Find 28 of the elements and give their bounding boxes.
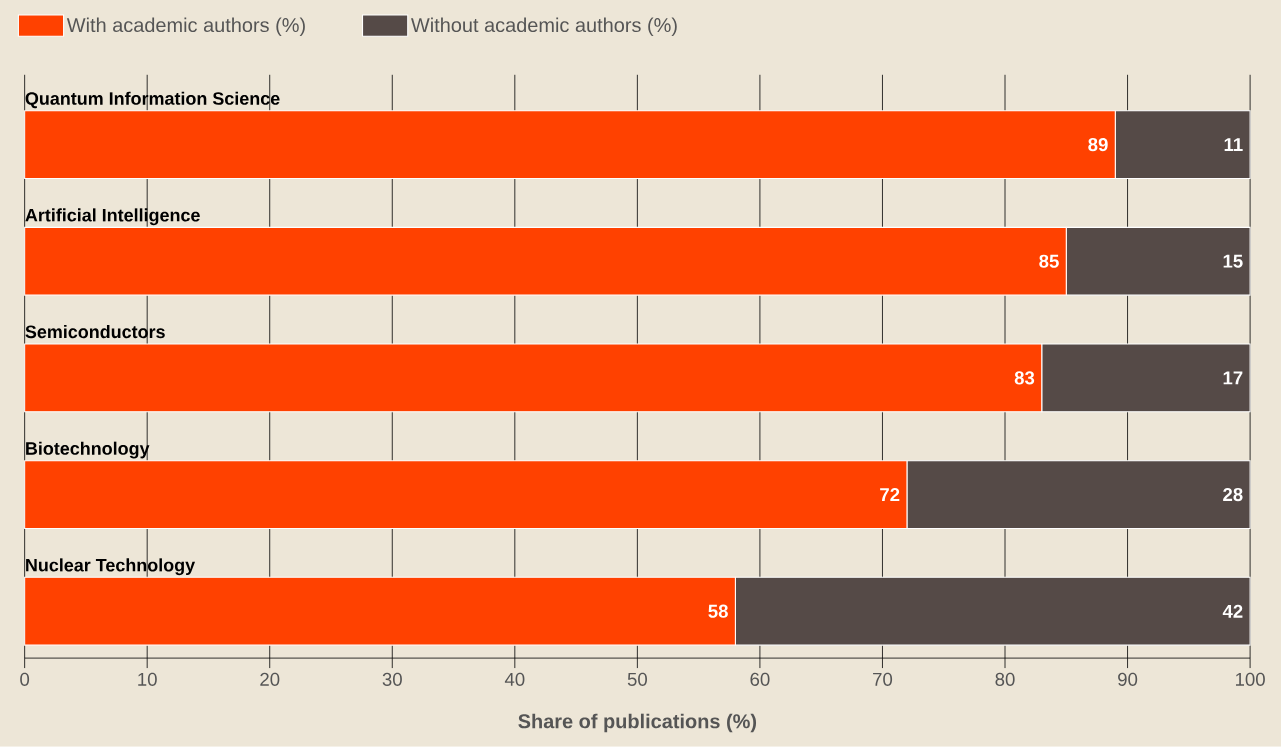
data-label: 11 <box>1224 138 1243 152</box>
y-tick-label: Biotechnology <box>26 441 150 459</box>
legend-label: Without academic authors (%) <box>411 17 677 37</box>
x-axis-title: Share of publications (%) <box>518 713 757 733</box>
x-tick-label: 60 <box>750 672 770 687</box>
x-tick-label: 100 <box>1235 672 1265 687</box>
y-tick-label: Artificial Intelligence <box>25 208 200 226</box>
x-tick-label: 90 <box>1118 672 1138 687</box>
y-tick-label: Semiconductors <box>25 325 165 339</box>
x-tick-label: 40 <box>504 672 525 687</box>
data-label: 89 <box>1088 138 1108 152</box>
x-tick-label: 50 <box>627 672 647 687</box>
data-label: 15 <box>1223 254 1243 268</box>
data-label: 42 <box>1222 604 1243 618</box>
data-label: 85 <box>1039 254 1059 268</box>
x-tick-label: 20 <box>260 672 280 687</box>
x-tick-label: 0 <box>20 672 30 687</box>
data-label: 83 <box>1014 371 1035 385</box>
y-tick-label: Nuclear Technology <box>26 558 196 576</box>
x-tick-label: 30 <box>382 672 402 687</box>
x-tick-label: 10 <box>138 672 157 687</box>
data-label: 72 <box>880 488 900 502</box>
x-tick-label: 70 <box>873 672 893 687</box>
data-label: 17 <box>1223 371 1243 385</box>
x-tick-label: 80 <box>995 672 1015 687</box>
data-label: 58 <box>708 604 728 618</box>
data-label: 28 <box>1223 488 1243 502</box>
legend-label: With academic authors (%) <box>66 17 305 37</box>
